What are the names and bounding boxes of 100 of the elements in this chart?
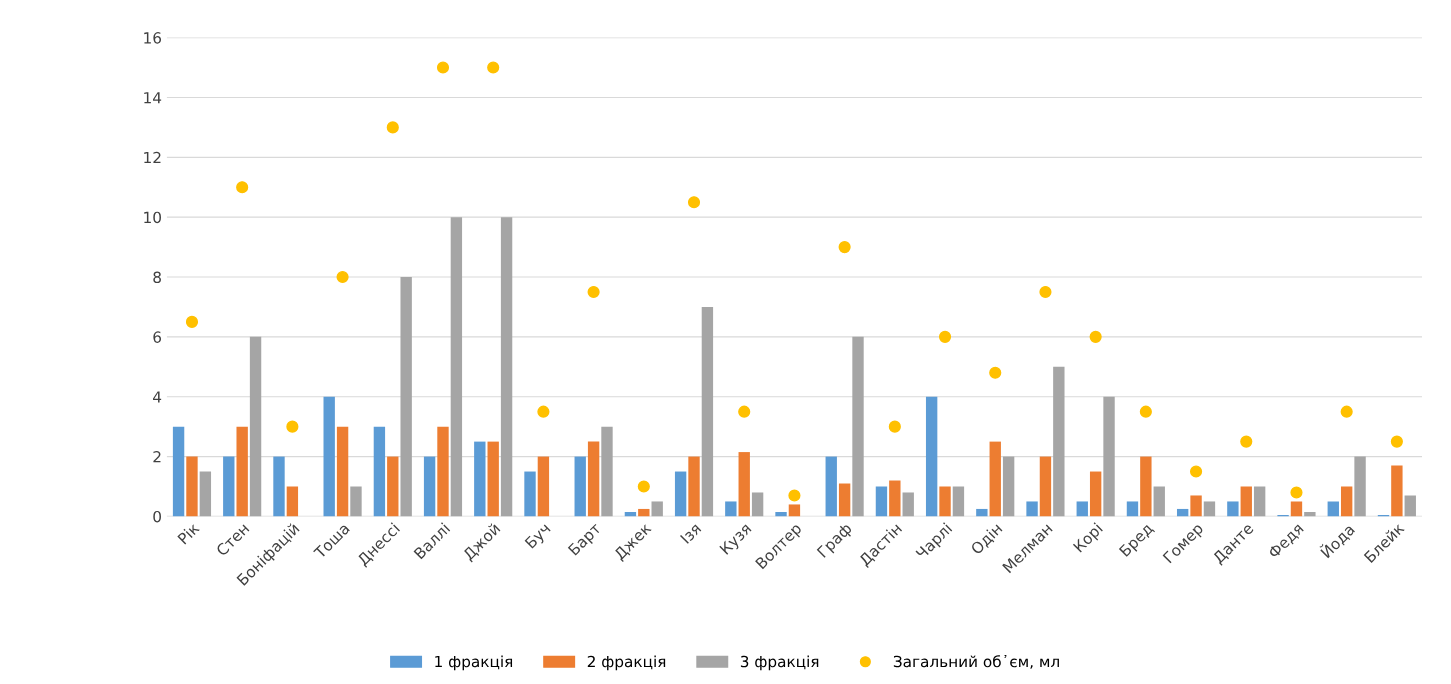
point <box>1139 405 1152 418</box>
bar <box>1391 465 1403 517</box>
bar <box>825 456 837 517</box>
bar <box>186 456 198 517</box>
x-tick-label: Ізя <box>679 522 702 545</box>
bar <box>976 508 988 517</box>
legend-label: 2 фракція <box>587 655 666 671</box>
bar <box>350 486 362 517</box>
bar <box>323 396 335 517</box>
bar <box>701 306 714 517</box>
point <box>1290 486 1303 499</box>
bar <box>1076 501 1088 517</box>
bar <box>500 217 513 517</box>
bar <box>738 452 750 517</box>
bar <box>638 508 650 517</box>
bar <box>852 336 864 517</box>
bar <box>1327 501 1339 517</box>
bar <box>838 483 851 517</box>
bar <box>336 426 349 517</box>
bar <box>1340 486 1353 517</box>
x-tick-label: Буч <box>524 522 553 551</box>
bar <box>1176 508 1189 517</box>
bar <box>1039 456 1052 517</box>
bar <box>788 504 801 517</box>
bar <box>437 426 449 517</box>
point <box>286 420 299 433</box>
bar <box>1103 396 1115 517</box>
bar <box>952 486 965 517</box>
bar <box>688 456 700 517</box>
x-tick-label: Рік <box>176 521 200 545</box>
bar <box>651 501 663 517</box>
bar <box>387 456 399 517</box>
bar <box>1290 501 1303 517</box>
y-tick-label: 10 <box>144 211 161 224</box>
point <box>938 330 952 343</box>
point <box>336 270 349 284</box>
bar <box>939 486 951 517</box>
bar <box>1354 456 1366 517</box>
bar <box>925 396 938 517</box>
bar <box>725 501 737 517</box>
bar <box>1053 366 1065 517</box>
bar <box>674 471 687 517</box>
y-tick-label: 12 <box>144 151 161 164</box>
bar <box>1240 486 1252 517</box>
bar <box>875 486 888 517</box>
point <box>587 285 600 299</box>
point <box>1340 405 1353 418</box>
bar <box>1140 456 1152 517</box>
bar <box>487 441 499 517</box>
bar <box>474 441 486 517</box>
y-tick-label: 8 <box>153 271 161 284</box>
y-tick-label: 2 <box>153 451 161 463</box>
bar <box>1227 501 1239 517</box>
y-tick-label: 0 <box>153 510 161 523</box>
point <box>436 61 450 74</box>
y-tick-label: 6 <box>153 331 162 343</box>
bar <box>889 480 901 517</box>
bar <box>286 486 299 517</box>
y-tick-label: 14 <box>144 92 162 104</box>
point <box>1189 465 1203 478</box>
bar <box>1304 511 1316 517</box>
point <box>1390 435 1403 448</box>
point <box>1240 435 1253 448</box>
point <box>487 61 500 74</box>
bar <box>223 456 235 517</box>
bar <box>524 471 536 517</box>
bar <box>400 277 412 517</box>
bar <box>587 441 600 517</box>
point <box>185 315 199 328</box>
point <box>637 480 650 493</box>
bar <box>601 426 613 517</box>
point <box>236 181 249 194</box>
point <box>989 366 1002 379</box>
bar <box>775 511 787 517</box>
bar <box>1026 501 1038 517</box>
bar <box>1089 471 1102 517</box>
legend-label: 3 фракція <box>740 655 819 671</box>
bar <box>1203 501 1216 517</box>
bar <box>423 456 436 517</box>
point <box>838 241 851 254</box>
point <box>888 420 901 433</box>
legend-label: 1 фракція <box>435 655 513 671</box>
point <box>386 121 399 134</box>
legend-label: Загальний об᾿єм, мл <box>893 654 1059 669</box>
point <box>788 489 801 502</box>
bar <box>273 456 285 517</box>
point <box>738 405 751 418</box>
point <box>1039 285 1052 299</box>
bar <box>1002 456 1015 517</box>
point <box>687 196 701 209</box>
bar <box>574 456 586 517</box>
y-tick-label: 4 <box>153 391 162 403</box>
bar <box>373 426 386 517</box>
point <box>537 405 550 418</box>
bar <box>450 217 463 517</box>
bar <box>249 336 262 517</box>
bar <box>172 426 185 517</box>
bar <box>236 426 248 517</box>
bar <box>1404 495 1416 517</box>
bar <box>537 456 550 517</box>
